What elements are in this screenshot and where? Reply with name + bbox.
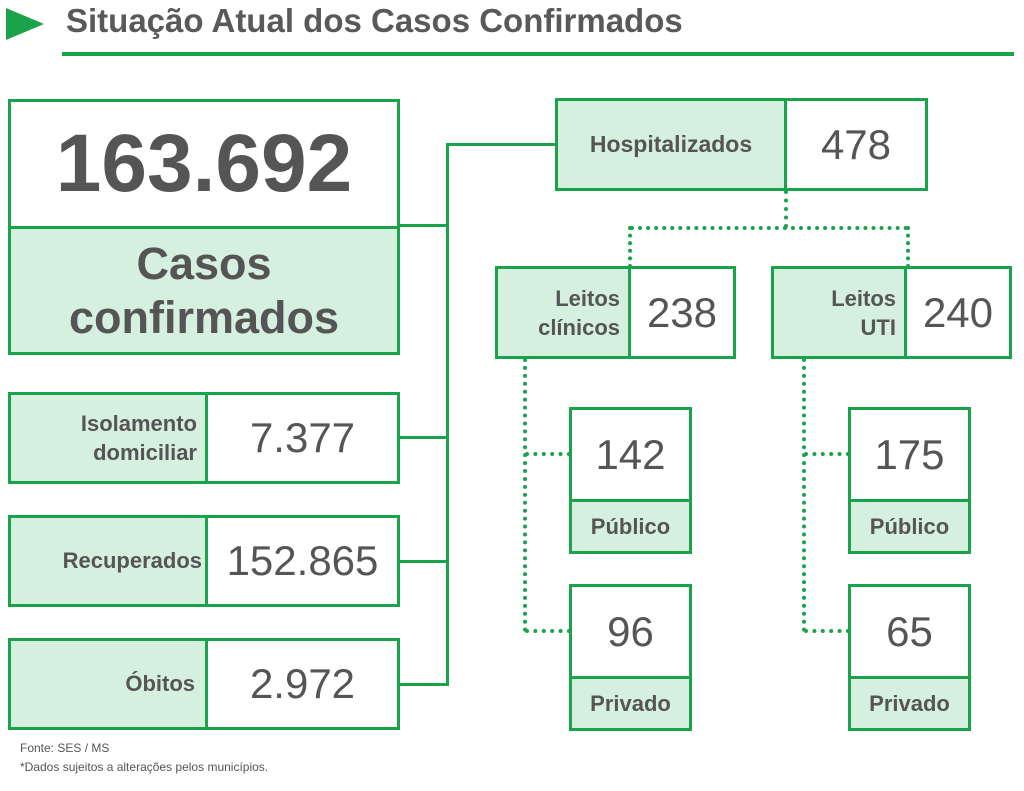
disclaimer-note: *Dados sujeitos a alterações pelos munic… (20, 760, 269, 774)
connector-recuperados (397, 560, 447, 563)
leitos-uti-value: 240 (922, 288, 994, 336)
source-note: Fonte: SES / MS (20, 741, 110, 755)
uti-publico-label: Público (851, 499, 968, 551)
isolamento-label-line2: domiciliar (93, 440, 197, 465)
dotted-connector (628, 226, 632, 268)
dotted-connector (802, 358, 806, 632)
isolamento-value: 7.377 (249, 414, 356, 461)
total-cases-card: 163.692 Casos confirmados (8, 99, 400, 355)
recuperados-card: Recuperados 152.865 (8, 515, 400, 607)
leitos-clinicos-label-line2: clínicos (538, 314, 620, 340)
leitos-uti-label-line1: Leitos (831, 285, 896, 311)
total-cases-label: Casos confirmados (11, 226, 397, 352)
hospitalizados-label: Hospitalizados (558, 101, 787, 188)
total-cases-value: 163.692 (55, 118, 353, 209)
uti-publico-value: 175 (874, 430, 945, 478)
total-cases-label-line2: confirmados (68, 291, 340, 343)
uti-privado-label: Privado (851, 676, 968, 728)
play-arrow-icon (6, 8, 44, 40)
leitos-uti-label: Leitos UTI (774, 269, 907, 356)
recuperados-label: Recuperados (11, 518, 208, 604)
dotted-connector (804, 452, 850, 456)
leitos-clinicos-value: 238 (646, 288, 718, 336)
dotted-connector (784, 190, 788, 228)
leitos-clinicos-label: Leitos clínicos (498, 269, 631, 356)
recuperados-value: 152.865 (226, 537, 379, 584)
dotted-connector (525, 629, 571, 633)
connector-hospitalizados (446, 143, 558, 146)
dotted-connector (906, 226, 910, 268)
connector-isolamento (397, 436, 447, 439)
clinicos-privado-label: Privado (572, 676, 689, 728)
obitos-value: 2.972 (249, 660, 356, 707)
dotted-connector (523, 358, 527, 632)
dotted-connector (630, 226, 908, 230)
hospitalizados-card: Hospitalizados 478 (555, 98, 928, 191)
clinicos-publico-card: 142 Público (569, 407, 692, 554)
dotted-connector (804, 629, 850, 633)
uti-publico-card: 175 Público (848, 407, 971, 554)
leitos-clinicos-card: Leitos clínicos 238 (495, 266, 736, 359)
hospitalizados-value: 478 (820, 120, 892, 168)
clinicos-privado-value: 96 (607, 607, 654, 655)
connector-obitos (397, 683, 447, 686)
isolamento-label-line1: Isolamento (80, 411, 197, 436)
leitos-clinicos-label-line1: Leitos (555, 285, 620, 311)
dotted-connector (525, 452, 571, 456)
connector-total (397, 224, 447, 227)
leitos-uti-label-line2: UTI (860, 314, 896, 340)
connector-trunk (446, 143, 449, 686)
obitos-label: Óbitos (11, 641, 208, 727)
clinicos-privado-card: 96 Privado (569, 584, 692, 731)
total-cases-label-line1: Casos (136, 237, 272, 289)
uti-privado-value: 65 (886, 607, 933, 655)
page-title: Situação Atual dos Casos Confirmados (66, 2, 683, 39)
clinicos-publico-label: Público (572, 499, 689, 551)
isolamento-label: Isolamento domiciliar (11, 395, 208, 481)
isolamento-card: Isolamento domiciliar 7.377 (8, 392, 400, 484)
clinicos-publico-value: 142 (595, 430, 666, 478)
leitos-uti-card: Leitos UTI 240 (771, 266, 1012, 359)
uti-privado-card: 65 Privado (848, 584, 971, 731)
title-underline (62, 52, 1014, 56)
obitos-card: Óbitos 2.972 (8, 638, 400, 730)
